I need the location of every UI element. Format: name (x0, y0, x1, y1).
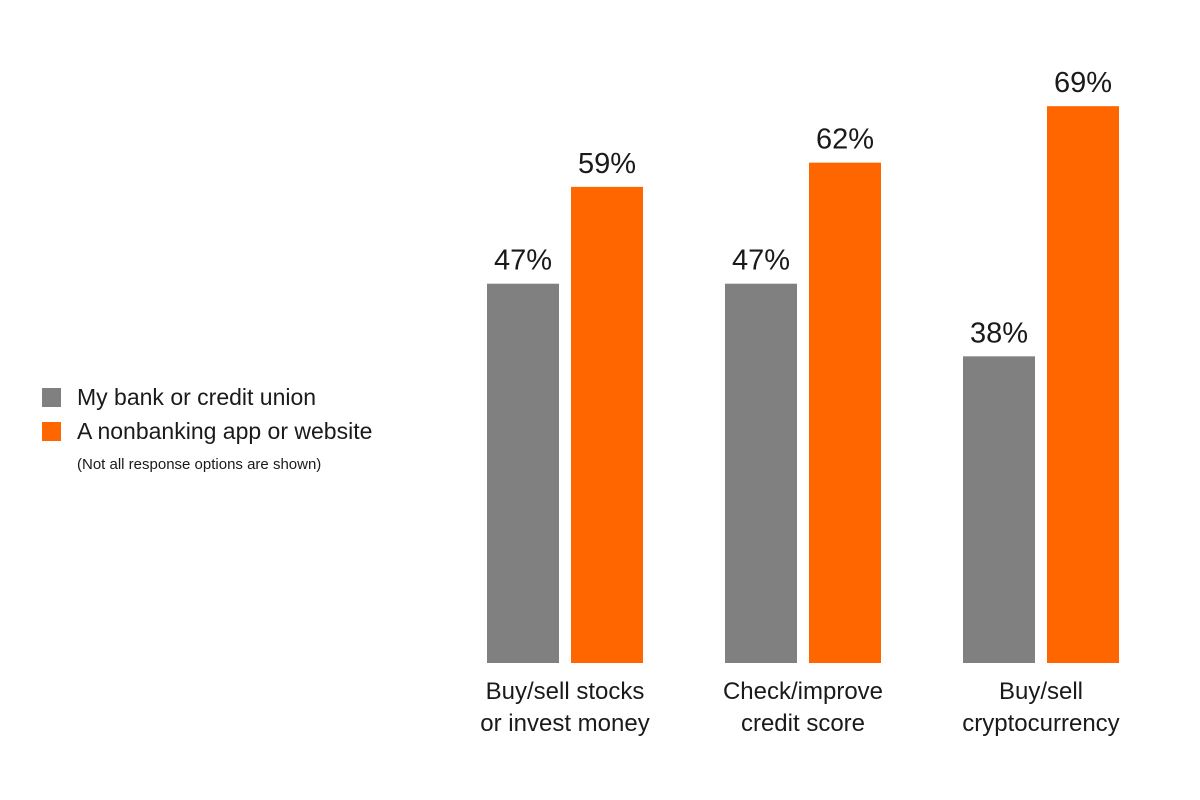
value-label-nonbank-1: 62% (816, 124, 874, 156)
value-labels-group: 47% 59% 47% 62% 38% 69% (494, 67, 1112, 349)
legend-label-nonbank: A nonbanking app or website (77, 417, 373, 444)
value-label-bank-2: 38% (970, 317, 1028, 349)
bar-nonbank-1 (809, 162, 881, 663)
category-label-1-line-1: credit score (741, 710, 865, 737)
category-labels-group: Buy/sell stocks or invest money Check/impr… (480, 678, 1119, 737)
category-label-2-line-0: Buy/sell (999, 678, 1083, 705)
value-label-bank-0: 47% (494, 245, 552, 277)
category-label-0-line-0: Buy/sell stocks (486, 678, 645, 705)
category-label-0-line-1: or invest money (480, 710, 649, 737)
bars-group (487, 106, 1119, 664)
bar-nonbank-2 (1047, 106, 1119, 664)
legend: My bank or credit union A nonbanking app… (42, 380, 372, 473)
value-label-bank-1: 47% (732, 245, 790, 277)
category-label-2-line-1: cryptocurrency (962, 710, 1119, 737)
bar-nonbank-0 (571, 186, 643, 663)
bar-bank-1 (725, 283, 797, 663)
bar-bank-0 (487, 283, 559, 663)
legend-swatch-nonbank (42, 421, 61, 441)
bar-bank-2 (963, 356, 1035, 663)
legend-item-bank: My bank or credit union (42, 380, 372, 414)
legend-label-bank: My bank or credit union (77, 383, 317, 410)
category-label-1-line-0: Check/improve (723, 678, 883, 705)
value-label-nonbank-2: 69% (1054, 67, 1112, 99)
value-label-nonbank-0: 59% (578, 148, 636, 180)
legend-swatch-bank (42, 387, 61, 407)
legend-note: (Not all response options are shown) (77, 456, 322, 473)
legend-item-nonbank: A nonbanking app or website (42, 414, 372, 448)
